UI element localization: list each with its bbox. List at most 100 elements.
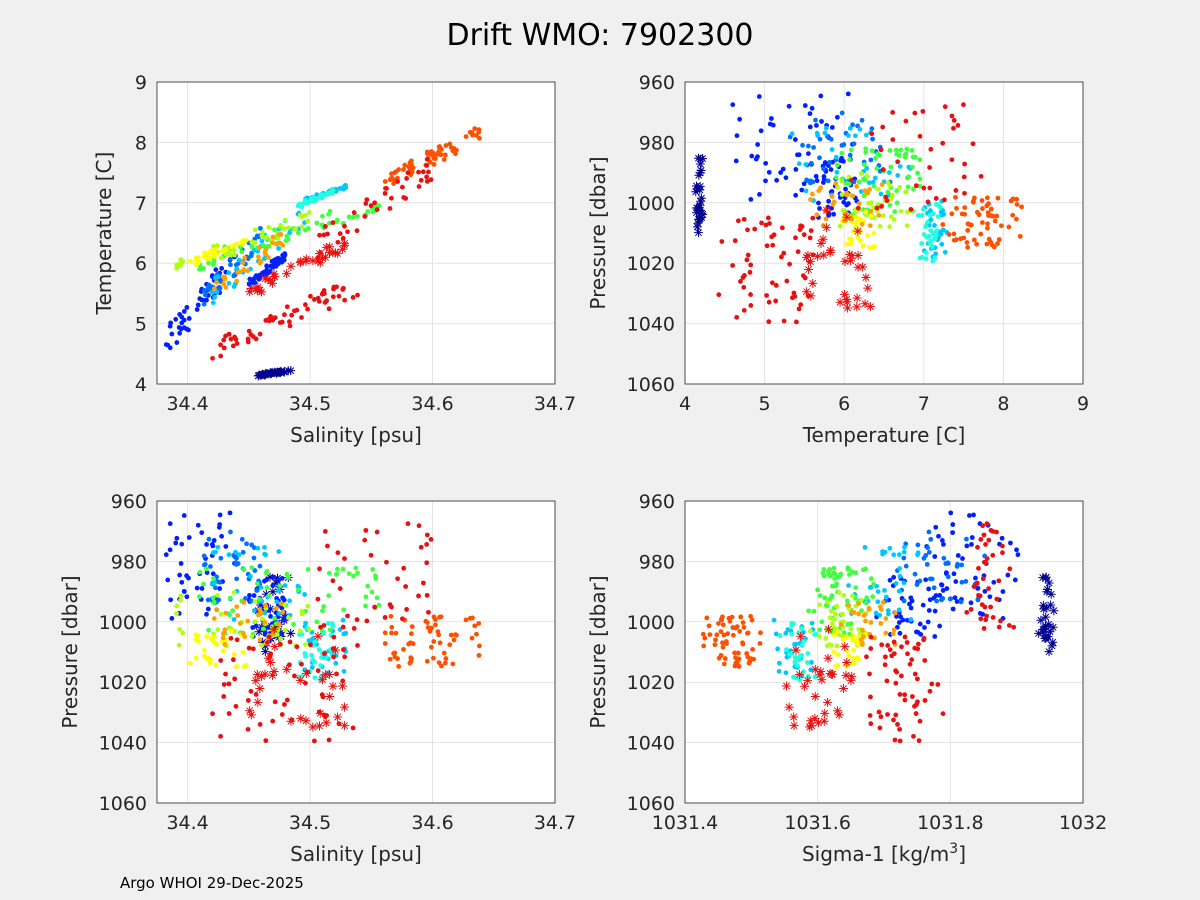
data-point bbox=[320, 694, 326, 700]
data-point bbox=[794, 319, 799, 325]
data-point bbox=[880, 124, 886, 130]
data-point bbox=[941, 541, 946, 547]
data-point-star bbox=[1047, 641, 1057, 651]
data-point-star bbox=[333, 248, 343, 258]
data-point bbox=[897, 184, 903, 190]
data-point bbox=[239, 249, 245, 255]
data-point bbox=[916, 738, 922, 744]
data-point bbox=[737, 116, 743, 122]
y-tick-label: 7 bbox=[135, 193, 147, 215]
data-point bbox=[911, 186, 916, 192]
data-point bbox=[389, 195, 394, 201]
data-point-star bbox=[834, 710, 844, 720]
data-point bbox=[305, 218, 311, 224]
data-point bbox=[917, 718, 923, 724]
data-point bbox=[704, 615, 710, 621]
data-point-star bbox=[1044, 578, 1054, 588]
data-point bbox=[295, 203, 301, 209]
data-point-star bbox=[852, 302, 862, 312]
data-point-star bbox=[853, 251, 863, 261]
data-point-star bbox=[802, 287, 812, 297]
data-point bbox=[803, 188, 809, 194]
data-point bbox=[237, 621, 243, 626]
data-point bbox=[961, 174, 967, 180]
data-point bbox=[395, 656, 400, 662]
data-point bbox=[463, 134, 469, 140]
data-point bbox=[845, 621, 851, 627]
data-point bbox=[748, 613, 754, 619]
data-point bbox=[851, 660, 857, 666]
data-point bbox=[194, 307, 200, 312]
data-point bbox=[721, 661, 727, 667]
data-point bbox=[787, 261, 792, 267]
data-point bbox=[876, 212, 882, 218]
data-point bbox=[771, 232, 777, 238]
data-point bbox=[730, 263, 736, 268]
data-point-star bbox=[843, 303, 853, 313]
data-point-star bbox=[838, 684, 848, 694]
data-point bbox=[828, 642, 834, 648]
data-point bbox=[896, 607, 902, 613]
data-point bbox=[764, 293, 770, 298]
data-point bbox=[962, 205, 968, 211]
data-point bbox=[334, 571, 340, 577]
data-point bbox=[437, 152, 443, 157]
data-point-star bbox=[263, 653, 273, 663]
data-point bbox=[766, 169, 772, 175]
data-point bbox=[937, 592, 943, 598]
data-point bbox=[855, 234, 861, 240]
data-point bbox=[821, 573, 827, 579]
data-point-star bbox=[865, 302, 875, 312]
data-point bbox=[254, 587, 260, 593]
data-point-star bbox=[794, 670, 804, 680]
data-point bbox=[363, 594, 369, 600]
data-point bbox=[276, 622, 282, 627]
data-point bbox=[270, 583, 276, 589]
x-tick-label: 1031.6 bbox=[784, 812, 850, 834]
data-point-star bbox=[245, 287, 255, 297]
data-point bbox=[955, 122, 961, 128]
data-point bbox=[978, 173, 984, 179]
data-point bbox=[730, 632, 736, 638]
data-point bbox=[299, 214, 305, 220]
data-point bbox=[917, 176, 923, 182]
y-axis-label: Pressure [dbar] bbox=[586, 156, 610, 309]
data-point bbox=[450, 661, 456, 667]
data-point bbox=[955, 561, 960, 567]
x-tick-label: 34.5 bbox=[289, 812, 331, 834]
data-point bbox=[909, 598, 915, 604]
data-point bbox=[798, 223, 804, 229]
data-point bbox=[856, 611, 862, 617]
data-point bbox=[209, 541, 215, 547]
data-point bbox=[882, 587, 887, 593]
data-point bbox=[944, 586, 950, 591]
data-point bbox=[354, 228, 360, 234]
data-point bbox=[246, 281, 252, 287]
data-point bbox=[843, 186, 848, 192]
data-point-star bbox=[313, 631, 323, 641]
data-point bbox=[722, 656, 728, 661]
data-point bbox=[223, 610, 229, 616]
data-point bbox=[447, 642, 453, 648]
data-point bbox=[923, 256, 929, 261]
data-point bbox=[942, 197, 947, 203]
data-point-star bbox=[825, 668, 835, 678]
data-point-star bbox=[301, 256, 311, 266]
data-point bbox=[327, 627, 333, 633]
data-point bbox=[382, 630, 388, 636]
data-point bbox=[405, 170, 411, 176]
data-point bbox=[802, 275, 808, 281]
data-point bbox=[707, 632, 713, 638]
data-point bbox=[272, 615, 277, 621]
data-point bbox=[771, 617, 777, 623]
data-point bbox=[943, 561, 949, 566]
data-point-star bbox=[824, 624, 834, 634]
data-point bbox=[315, 668, 321, 674]
data-point bbox=[839, 150, 845, 156]
data-point bbox=[915, 552, 920, 558]
data-point bbox=[387, 656, 393, 662]
data-point bbox=[719, 239, 725, 244]
data-point bbox=[211, 538, 217, 543]
data-point bbox=[966, 513, 972, 518]
data-point bbox=[880, 213, 886, 218]
